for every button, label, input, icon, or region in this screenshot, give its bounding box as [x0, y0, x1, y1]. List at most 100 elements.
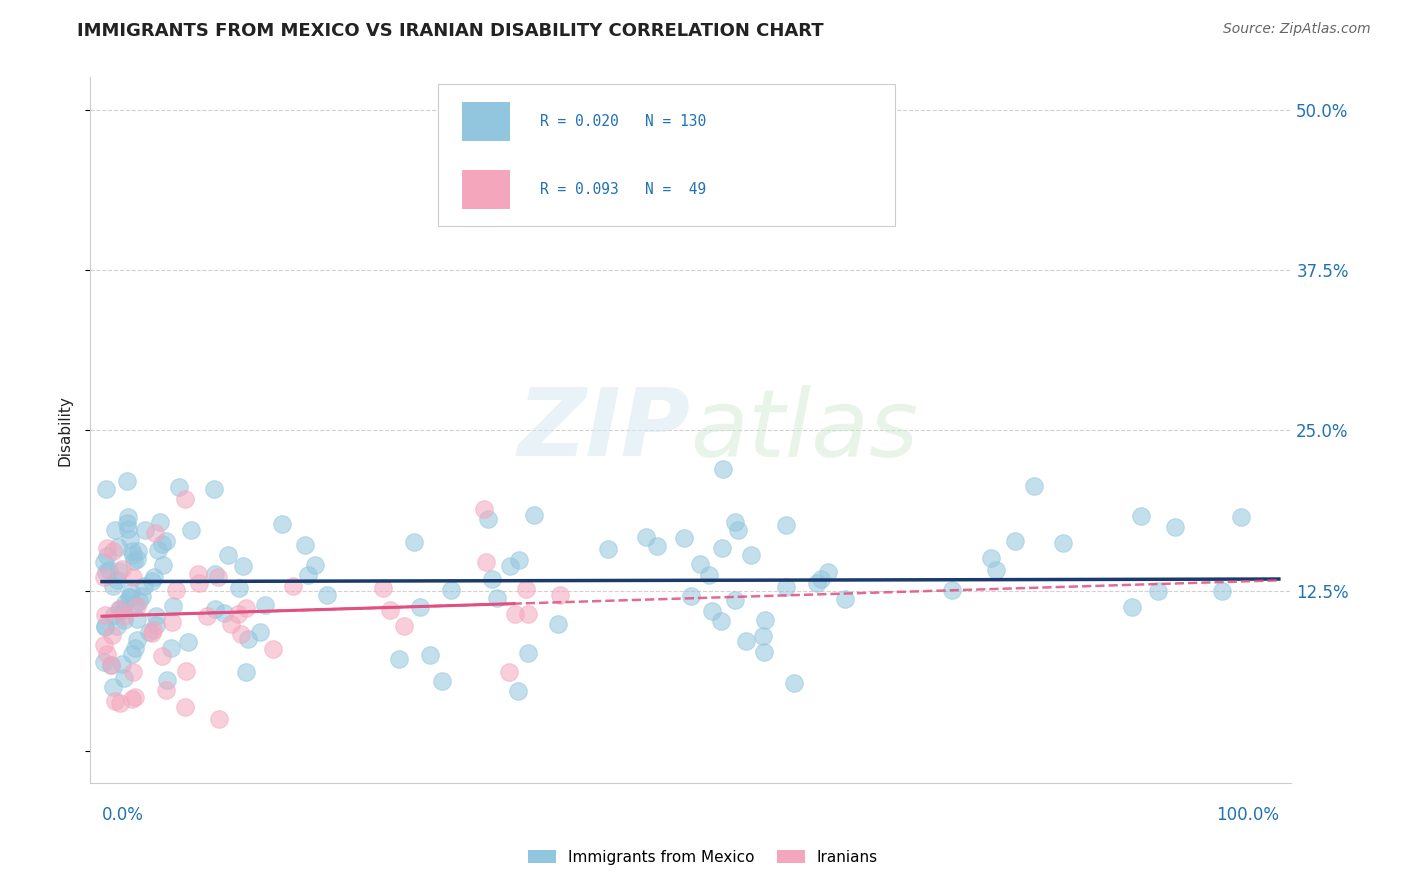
- Point: [941, 583, 963, 598]
- Point: [160, 641, 183, 656]
- Point: [150, 537, 173, 551]
- Point: [228, 582, 250, 596]
- Point: [94, 620, 117, 634]
- Point: [281, 579, 304, 593]
- Point: [440, 583, 463, 598]
- Point: [724, 592, 747, 607]
- Point: [596, 541, 619, 556]
- Point: [124, 640, 146, 655]
- Point: [115, 516, 138, 530]
- Point: [101, 680, 124, 694]
- Point: [734, 634, 756, 648]
- Text: 100.0%: 100.0%: [1216, 806, 1279, 824]
- Point: [125, 612, 148, 626]
- Point: [145, 618, 167, 632]
- Point: [108, 602, 131, 616]
- Point: [112, 613, 135, 627]
- Point: [141, 574, 163, 588]
- Point: [689, 557, 711, 571]
- Point: [143, 526, 166, 541]
- Point: [204, 567, 226, 582]
- Point: [699, 568, 721, 582]
- Point: [477, 512, 499, 526]
- Point: [125, 599, 148, 614]
- Point: [235, 665, 257, 679]
- Point: [700, 604, 723, 618]
- Point: [117, 509, 139, 524]
- Point: [112, 609, 135, 624]
- Point: [120, 585, 142, 599]
- Point: [817, 565, 839, 579]
- Point: [515, 582, 537, 596]
- Point: [155, 682, 177, 697]
- Point: [1121, 600, 1143, 615]
- Point: [516, 646, 538, 660]
- Point: [548, 588, 571, 602]
- Point: [270, 517, 292, 532]
- Point: [96, 549, 118, 563]
- Point: [124, 690, 146, 704]
- Point: [152, 558, 174, 573]
- Point: [124, 598, 146, 612]
- Y-axis label: Disability: Disability: [58, 395, 72, 466]
- Point: [121, 548, 143, 562]
- Point: [232, 559, 254, 574]
- Point: [156, 673, 179, 688]
- Point: [100, 658, 122, 673]
- Point: [472, 501, 495, 516]
- Point: [93, 608, 115, 623]
- Point: [94, 482, 117, 496]
- Point: [508, 553, 530, 567]
- Point: [127, 544, 149, 558]
- Point: [672, 531, 695, 545]
- Point: [775, 518, 797, 533]
- Point: [105, 619, 128, 633]
- Point: [111, 657, 134, 672]
- Point: [392, 619, 415, 633]
- Point: [97, 563, 120, 577]
- Point: [187, 566, 209, 581]
- Point: [122, 665, 145, 679]
- Point: [108, 564, 131, 578]
- Point: [710, 614, 733, 628]
- Point: [404, 534, 426, 549]
- Point: [134, 523, 156, 537]
- Point: [388, 651, 411, 665]
- Point: [713, 462, 735, 476]
- Point: [214, 606, 236, 620]
- Point: [176, 635, 198, 649]
- Point: [408, 599, 430, 614]
- Point: [125, 632, 148, 647]
- Point: [108, 696, 131, 710]
- Point: [740, 548, 762, 562]
- Point: [100, 658, 122, 673]
- Point: [1163, 520, 1185, 534]
- Point: [645, 539, 668, 553]
- Point: [475, 555, 498, 569]
- Point: [103, 544, 125, 558]
- Point: [315, 588, 337, 602]
- Point: [125, 552, 148, 566]
- FancyBboxPatch shape: [439, 85, 894, 226]
- Point: [783, 676, 806, 690]
- Point: [103, 607, 125, 622]
- Point: [122, 570, 145, 584]
- Point: [93, 655, 115, 669]
- Point: [145, 609, 167, 624]
- Point: [1129, 509, 1152, 524]
- Point: [143, 570, 166, 584]
- Point: [155, 533, 177, 548]
- Point: [523, 508, 546, 522]
- Point: [173, 492, 195, 507]
- Point: [980, 551, 1002, 566]
- Point: [202, 482, 225, 496]
- Point: [506, 684, 529, 698]
- Point: [96, 647, 118, 661]
- Point: [207, 570, 229, 584]
- Point: [122, 554, 145, 568]
- Point: [710, 541, 733, 556]
- Point: [146, 543, 169, 558]
- Point: [138, 624, 160, 639]
- Point: [93, 618, 115, 632]
- Point: [217, 548, 239, 562]
